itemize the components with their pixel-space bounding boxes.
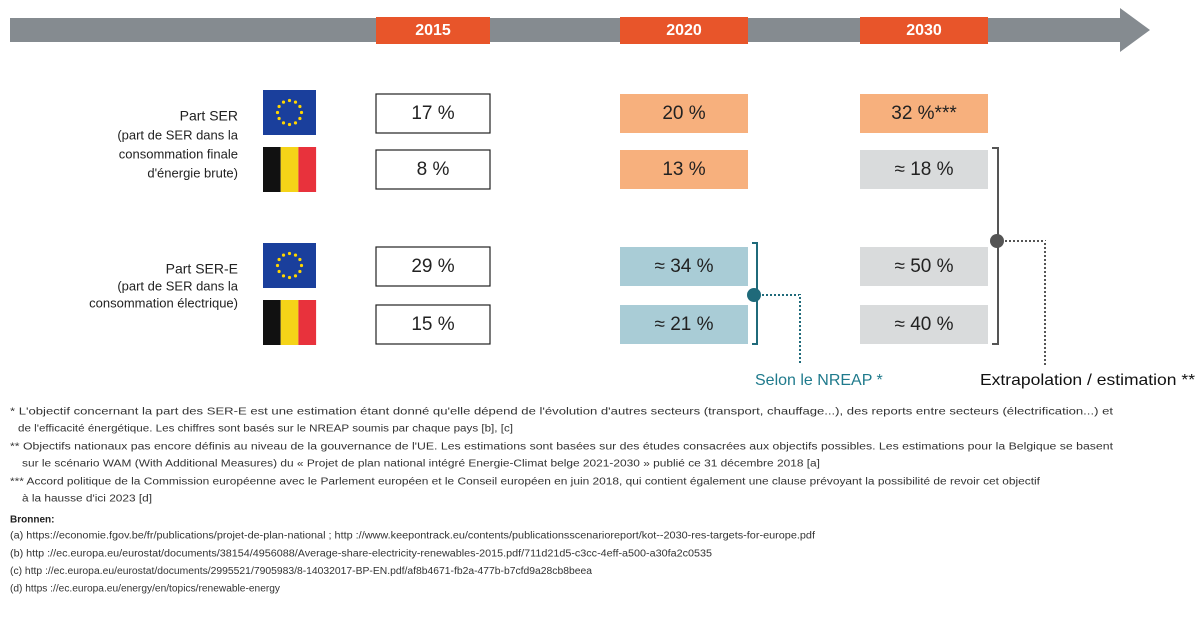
eu-star [277, 269, 281, 274]
value-text: ≈ 34 % [654, 256, 713, 277]
value-cell [860, 94, 988, 133]
value-cell [620, 305, 748, 344]
value-text: 29 % [411, 256, 454, 277]
be-flag-stripe [280, 300, 299, 345]
eu-star [293, 274, 298, 278]
row-label: Part SER-E [166, 261, 238, 277]
nreap-note: Selon le NREAP * [755, 372, 883, 389]
eu-star [287, 122, 292, 127]
value-text: 17 % [411, 103, 454, 124]
eu-star [281, 100, 286, 104]
value-cell [620, 247, 748, 286]
value-text: 32 %*** [891, 103, 957, 124]
be-flag-stripe [298, 300, 317, 345]
value-cell [375, 149, 491, 190]
eu-star [281, 253, 286, 257]
eu-flag [263, 90, 316, 135]
source: (d) https ://ec.europa.eu/energy/en/topi… [10, 584, 280, 595]
value-cell [375, 304, 491, 345]
source: (a) https://economie.fgov.be/fr/publicat… [10, 531, 815, 542]
year-box [860, 17, 988, 44]
sources-title: Bronnen: [10, 515, 54, 526]
year-label: 2015 [415, 22, 451, 39]
nreap-dot [747, 288, 761, 302]
value-cell [620, 94, 748, 133]
eu-star [293, 121, 298, 125]
value-text: ≈ 21 % [654, 314, 713, 335]
value-text: 8 % [417, 159, 450, 180]
footnote: à la hausse d'ici 2023 [d] [22, 494, 152, 505]
source: (c) http ://ec.europa.eu/eurostat/docume… [10, 566, 592, 577]
row-label: d'énergie brute) [147, 165, 238, 180]
footnote: de l'efficacité énergétique. Les chiffre… [18, 424, 513, 435]
eu-star [287, 98, 292, 103]
nreap-bracket [752, 242, 801, 365]
year-box [376, 17, 490, 44]
value-cell [860, 150, 988, 189]
eu-star [287, 275, 292, 280]
value-text: ≈ 18 % [894, 159, 953, 180]
value-text: 15 % [411, 314, 454, 335]
row-label: consommation électrique) [89, 295, 238, 310]
value-cell [620, 150, 748, 189]
eu-star [277, 257, 281, 262]
value-cell [860, 247, 988, 286]
year-label: 2020 [666, 22, 702, 39]
eu-star [298, 116, 302, 121]
year-label: 2030 [906, 22, 942, 39]
value-cell [860, 305, 988, 344]
eu-star [299, 263, 304, 268]
be-flag-stripe [263, 300, 281, 345]
be-flag-stripe [298, 147, 317, 192]
value-text: ≈ 50 % [894, 256, 953, 277]
row-label: Part SER [180, 108, 238, 124]
eu-star [275, 110, 280, 115]
footnote: sur le scénario WAM (With Additional Mea… [22, 459, 820, 470]
row-label: consommation finale [119, 146, 238, 161]
value-text: 20 % [662, 103, 705, 124]
eu-star [298, 257, 302, 262]
extrapolation-dot [990, 234, 1004, 248]
eu-star [277, 104, 281, 109]
eu-star [281, 274, 286, 278]
eu-star [298, 104, 302, 109]
footnote: * L'objectif concernant la part des SER-… [10, 407, 1113, 418]
footnote: ** Objectifs nationaux pas encore défini… [10, 442, 1113, 453]
row-label: (part de SER dans la [117, 127, 238, 142]
eu-star [275, 263, 280, 268]
value-text: ≈ 40 % [894, 314, 953, 335]
eu-star [298, 269, 302, 274]
source: (b) http ://ec.europa.eu/eurostat/docume… [10, 548, 712, 559]
extrapolation-bracket [992, 147, 1046, 365]
be-flag-stripe [280, 147, 299, 192]
eu-star [277, 116, 281, 121]
be-flag-stripe [263, 147, 281, 192]
value-cell [375, 93, 491, 134]
footnote: *** Accord politique de la Commission eu… [10, 477, 1040, 488]
eu-star [293, 253, 298, 257]
row-label: (part de SER dans la [117, 278, 238, 293]
eu-flag [263, 243, 316, 288]
eu-star [281, 121, 286, 125]
eu-star [299, 110, 304, 115]
value-cell [375, 246, 491, 287]
year-box [620, 17, 748, 44]
extrapolation-note: Extrapolation / estimation ** [980, 372, 1195, 389]
value-text: 13 % [662, 159, 705, 180]
eu-star [293, 100, 298, 104]
eu-star [287, 251, 292, 256]
